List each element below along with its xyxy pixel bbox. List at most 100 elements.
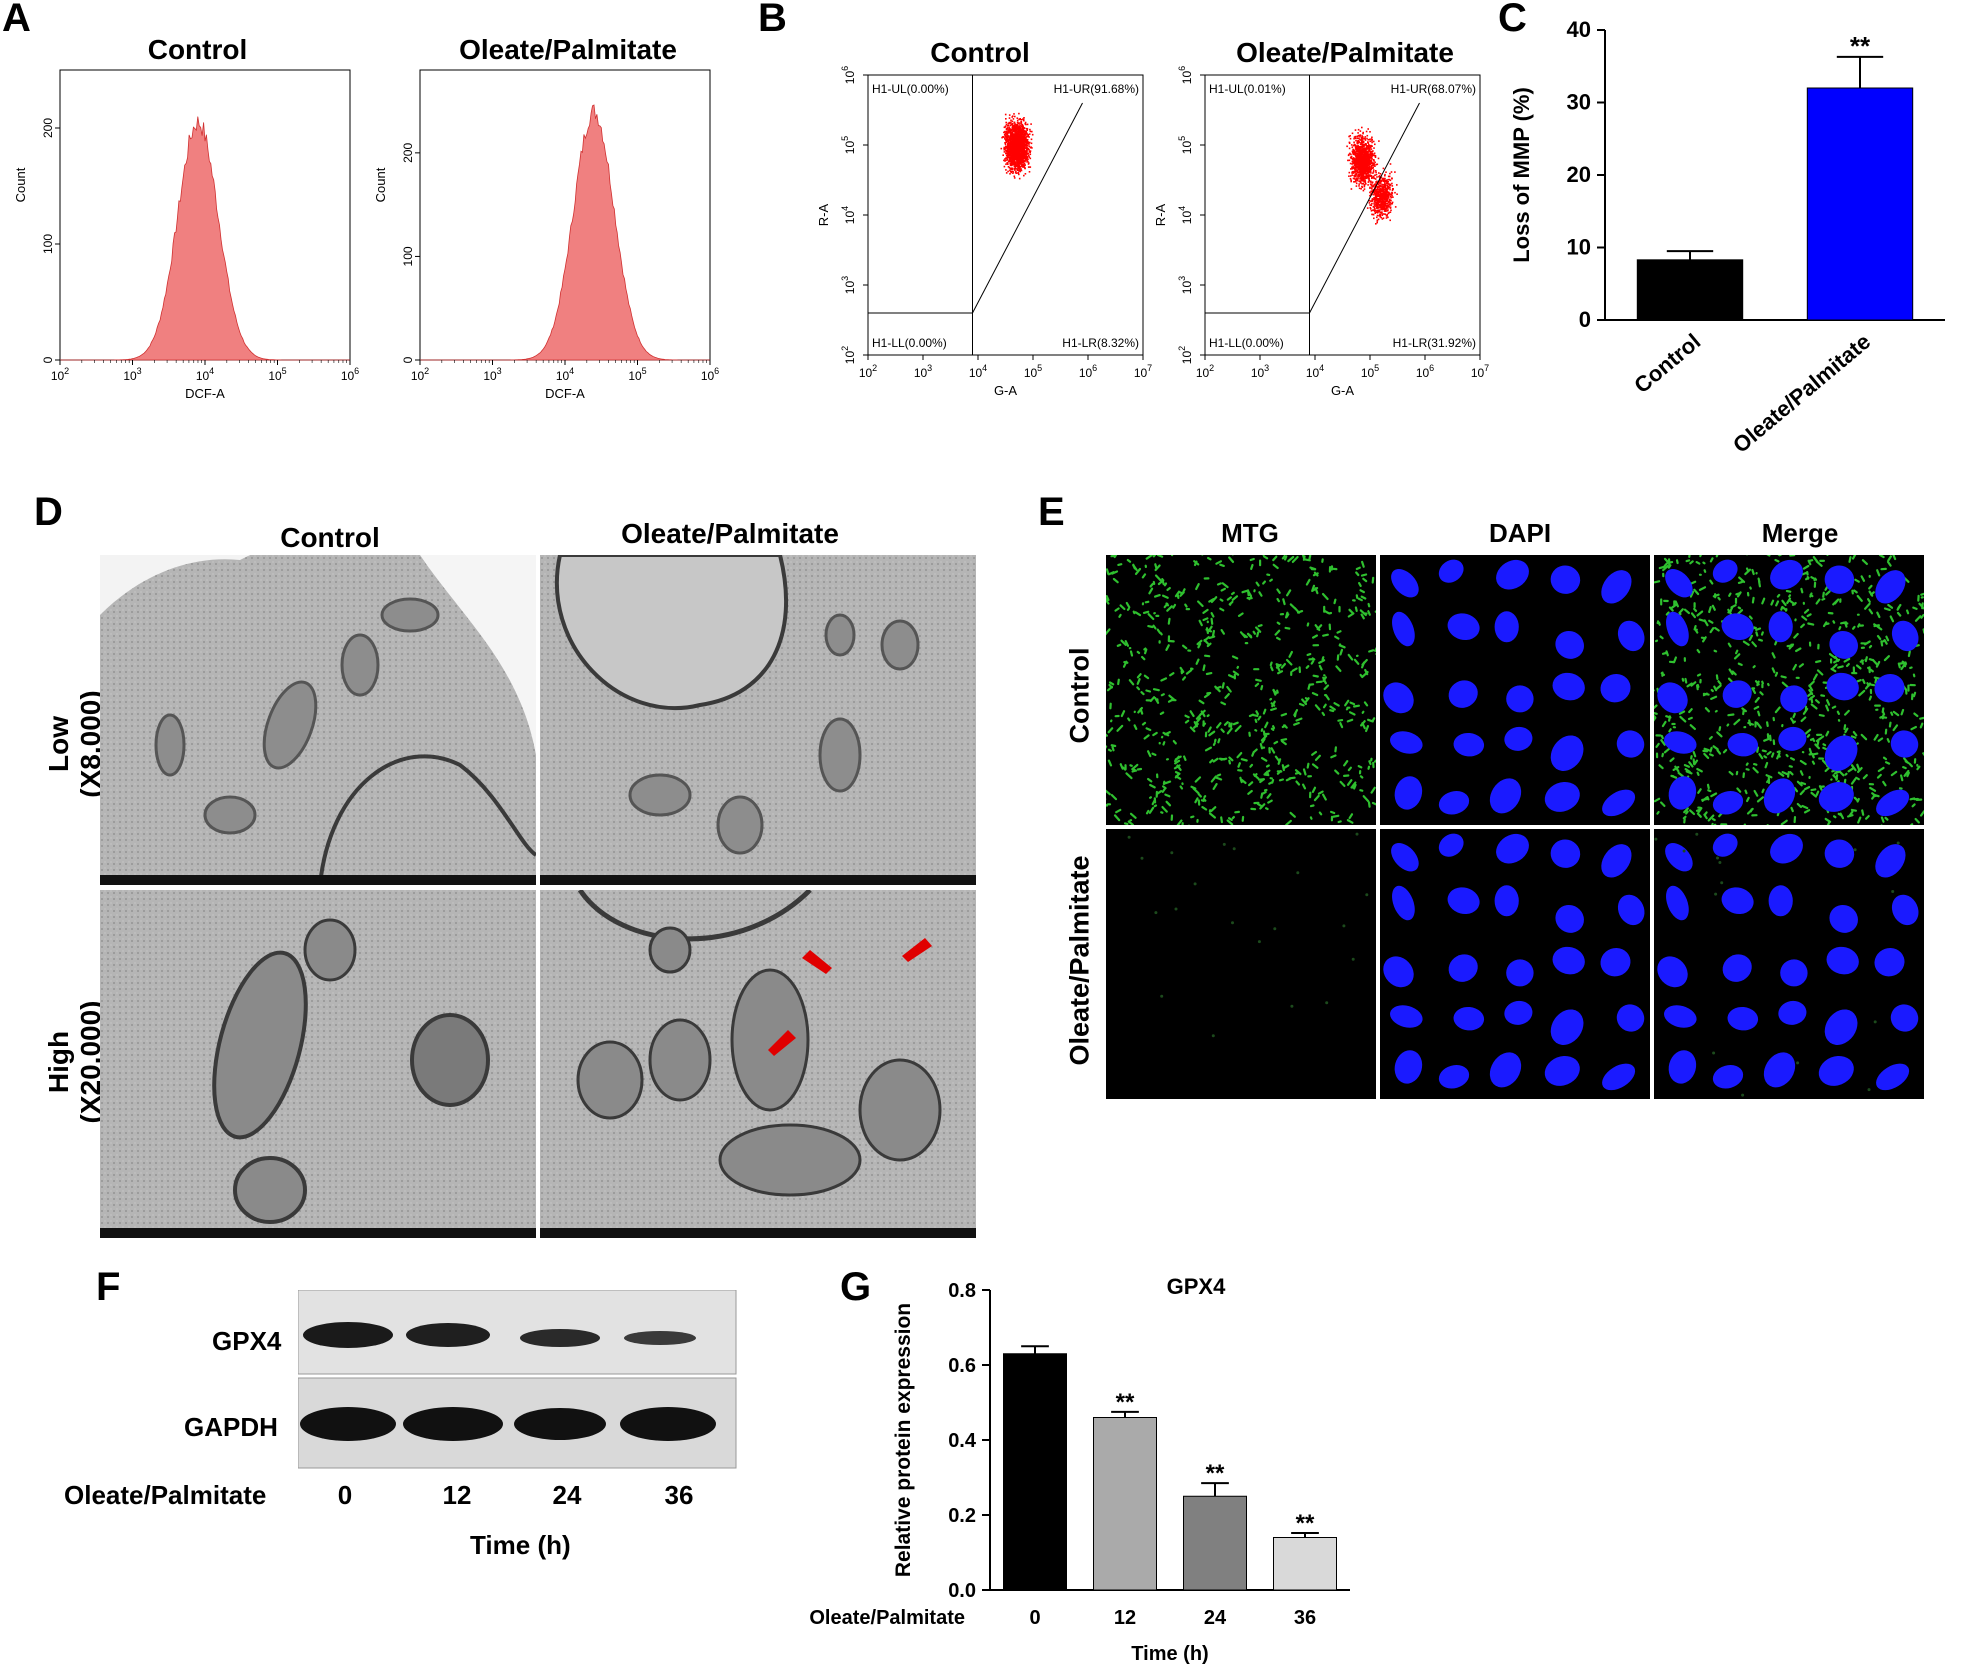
mitochondria-stain: [1322, 633, 1329, 637]
mitochondria-stain: [1203, 795, 1207, 799]
scatter-point: [1380, 216, 1383, 219]
scatter-point: [1361, 171, 1364, 173]
scatter-point: [1355, 157, 1358, 160]
mitochondria-stain: [1744, 568, 1752, 576]
scatter-point: [1016, 133, 1019, 135]
scatter-point: [1381, 193, 1383, 195]
mitochondria-stain: [1148, 806, 1155, 814]
scatter-point: [1364, 154, 1367, 157]
scatter-point: [1354, 151, 1356, 153]
mitochondria-stain: [1208, 730, 1216, 737]
scatter-point: [1362, 136, 1364, 138]
scatter-point: [1359, 167, 1361, 170]
mitochondria-stain: [1817, 735, 1825, 742]
mitochondria-stain: [1853, 589, 1858, 594]
scatter-point: [1023, 130, 1026, 132]
scatter-point: [1365, 182, 1367, 185]
mitochondria-stain: [1683, 608, 1691, 615]
scatter-point: [1022, 138, 1024, 141]
mitochondria-stain: [1347, 612, 1355, 618]
mitochondria-stain: [1287, 555, 1295, 563]
scatter-point: [1364, 137, 1366, 140]
scatter-point: [1020, 134, 1022, 137]
scatter-point: [1004, 160, 1006, 162]
nucleus: [1392, 611, 1415, 647]
mitochondria-stain: [1106, 803, 1108, 807]
mitochondria-stain: [1210, 611, 1215, 618]
scatter-point: [1348, 171, 1351, 174]
scatter-point: [1366, 170, 1369, 173]
scatter-point: [1361, 167, 1363, 170]
mitochondria-stain: [1221, 682, 1225, 689]
mitochondria-stain: [1669, 757, 1675, 763]
mitochondria-stain: [1748, 615, 1753, 620]
scatter-point: [1010, 167, 1013, 169]
mitochondria-stain: [1114, 607, 1120, 612]
scatter-point: [1372, 188, 1375, 191]
scatter-point: [1024, 121, 1027, 124]
scatter-point: [1006, 150, 1009, 152]
scatter-point: [1377, 195, 1379, 197]
mitochondria-stain: [1661, 651, 1668, 655]
mitochondria-stain: [1873, 624, 1880, 628]
scatter-point: [1365, 143, 1367, 145]
scatter-point: [1024, 134, 1027, 136]
mitochondria-stain: [1314, 587, 1319, 595]
scatter-point: [1371, 138, 1373, 141]
scatter-point: [1389, 219, 1391, 222]
mitochondria-stain: [1236, 665, 1240, 669]
scatter-point: [1022, 126, 1024, 129]
scatter-point: [1376, 221, 1378, 224]
scatter-point: [1012, 139, 1015, 141]
scatter-frame: [867, 74, 1144, 356]
mitochondria-stain: [1206, 642, 1212, 648]
mitochondria-stain: [1334, 635, 1340, 640]
scatter-point: [1352, 148, 1355, 151]
scatter-point: [1351, 160, 1354, 163]
mitochondria-stain: [1921, 602, 1924, 610]
scatter-point: [1356, 145, 1359, 148]
mitochondria-stain: [1718, 726, 1722, 732]
mitochondria-stain: [1314, 704, 1321, 711]
panel-d-row-high-line1: High: [43, 1030, 74, 1094]
mitochondria-stain: [1792, 712, 1796, 719]
scatter-point: [1356, 141, 1358, 144]
scatter-point: [1010, 124, 1013, 126]
mitochondria-stain: [1277, 670, 1284, 675]
scatter-point: [1388, 183, 1391, 186]
scatter-point: [1012, 124, 1015, 127]
scatter-point: [1363, 145, 1365, 147]
tem-control-high: [100, 890, 536, 1238]
mitochondria-stain: [1200, 799, 1205, 802]
scatter-point: [1354, 137, 1357, 140]
scatter-point: [1028, 171, 1031, 173]
mitochondria-stain: [1349, 711, 1356, 716]
scatter-point: [1356, 165, 1359, 168]
scatter-point: [1356, 161, 1359, 164]
scatter-point: [1023, 162, 1026, 165]
scatter-point: [1387, 187, 1389, 189]
mitochondria-stain: [1234, 725, 1242, 733]
scatter-point: [1382, 177, 1384, 180]
mitochondria-stain: [1173, 755, 1180, 763]
mitochondria-stain: [1184, 603, 1188, 608]
scatter-point: [1022, 128, 1025, 131]
scatter-point: [1025, 152, 1027, 154]
scatter-point: [1370, 152, 1372, 154]
mitochondria-stain: [1367, 801, 1371, 808]
scatter-point: [1368, 176, 1370, 179]
scatter-point: [1367, 145, 1370, 147]
scatter-point: [1360, 141, 1362, 144]
scatter-point: [1371, 141, 1373, 144]
scatter-point: [1011, 120, 1014, 123]
scatter-point: [1014, 127, 1016, 130]
scatter-point: [1354, 144, 1356, 147]
mitochondria-stain: [1347, 766, 1352, 772]
x-tick-label: 102: [1196, 363, 1214, 380]
mitochondria-stain: [1216, 582, 1222, 586]
scatter-point: [1348, 135, 1350, 138]
scatter-point: [1391, 202, 1393, 205]
scatter-point: [1366, 172, 1368, 174]
scatter-point: [1366, 157, 1369, 160]
scatter-point: [1383, 189, 1385, 192]
